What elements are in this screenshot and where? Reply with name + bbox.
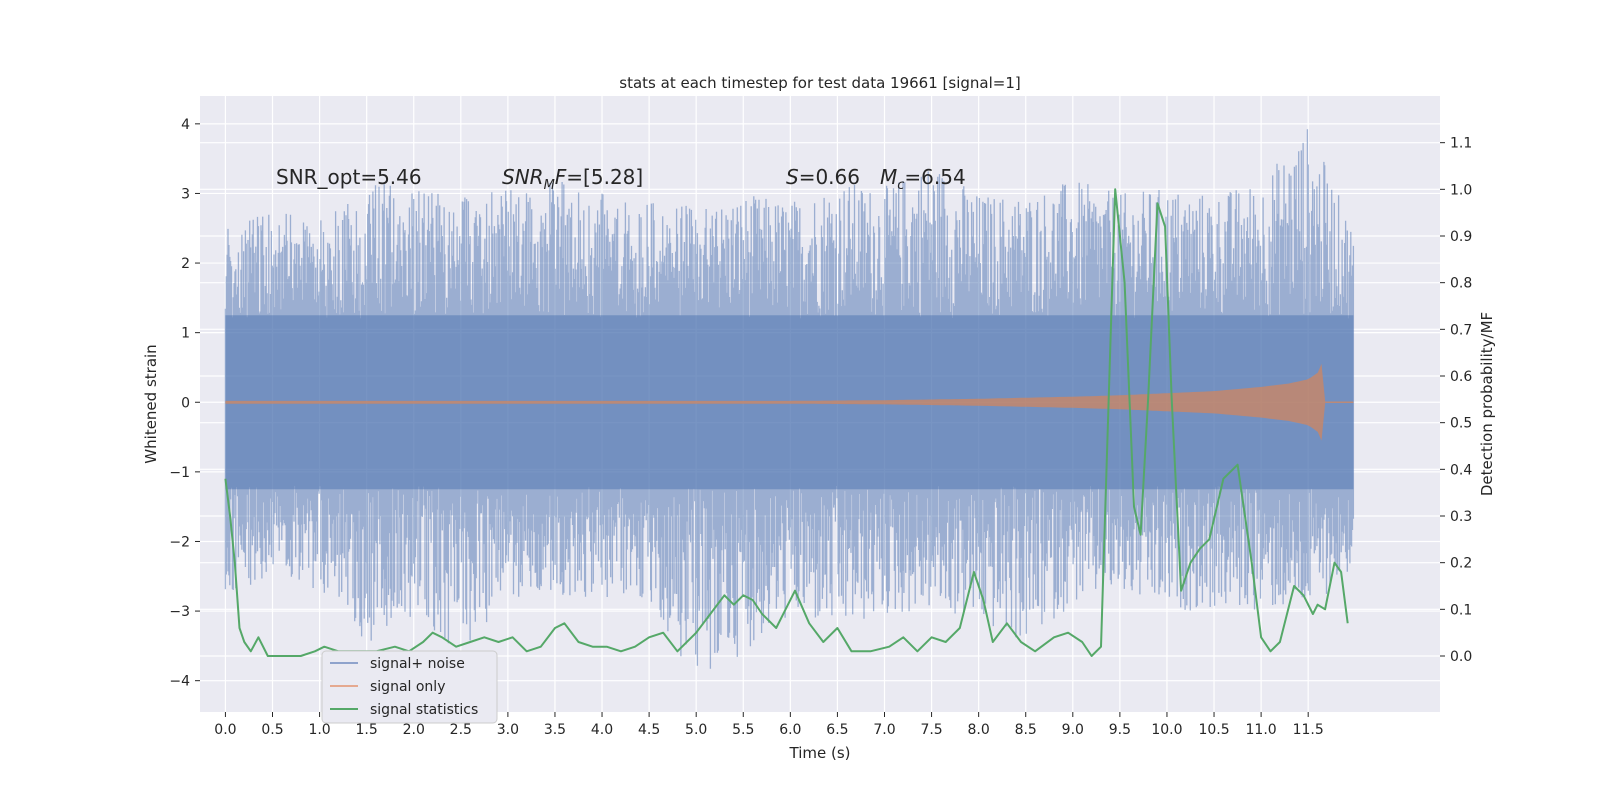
- x-tick-label: 7.5: [920, 722, 942, 738]
- y-axis-right: 0.0 0.1 0.2 0.3 0.4 0.5 0.6 0.7 0.8 0.9 1.0 1.1: [1440, 136, 1472, 665]
- annotation-mc-value: =6.54: [904, 165, 965, 189]
- x-axis-label: Time (s): [789, 744, 851, 762]
- annotation-snr-mf-sub: M: [544, 178, 555, 193]
- y-right-tick-label: 0.4: [1450, 462, 1472, 478]
- y-tick-label: 3: [181, 186, 190, 202]
- x-tick-label: 9.0: [1062, 722, 1084, 738]
- annotation-snr-mf-rest-f: F: [555, 165, 567, 189]
- x-tick-label: 1.5: [356, 722, 378, 738]
- x-tick-label: 2.5: [450, 722, 472, 738]
- y-tick-label: 2: [181, 256, 190, 272]
- x-tick-label: 9.5: [1109, 722, 1131, 738]
- legend-label-signal-only: signal only: [370, 679, 445, 695]
- x-tick-label: 3.0: [497, 722, 519, 738]
- annotation-mc: Mc=6.54: [880, 165, 966, 193]
- x-tick-label: 0.0: [214, 722, 236, 738]
- x-tick-label: 5.0: [685, 722, 707, 738]
- y-tick-label: −3: [169, 604, 190, 620]
- x-tick-label: 10.0: [1151, 722, 1182, 738]
- y-right-tick-label: 1.0: [1450, 182, 1472, 198]
- legend-box: [321, 650, 498, 724]
- legend: signal+ noise signal only signal statist…: [321, 650, 498, 724]
- y-axis-label: Whitened strain: [142, 344, 160, 463]
- y-tick-label: −4: [169, 674, 190, 690]
- x-tick-label: 5.5: [732, 722, 754, 738]
- signal-chirp-envelope: [225, 363, 1326, 441]
- annotation-mc-sub: c: [897, 178, 904, 193]
- x-tick-label: 11.0: [1246, 722, 1277, 738]
- y-right-tick-label: 0.0: [1450, 649, 1472, 665]
- annotation-snr-mf-value: =[5.28]: [566, 165, 643, 189]
- y-axis-left: −4 −3 −2 −1 0 1 2 3 4: [169, 117, 200, 690]
- x-tick-label: 3.5: [544, 722, 566, 738]
- annotation-mc-symbol: M: [880, 165, 897, 189]
- y-right-tick-label: 0.8: [1450, 276, 1472, 292]
- x-tick-label: 6.5: [826, 722, 848, 738]
- annotation-snr-mf-base: SNR: [502, 165, 544, 189]
- y-tick-label: 4: [181, 117, 190, 133]
- series-signal-statistics: [224, 188, 1349, 657]
- x-tick-label: 2.0: [403, 722, 425, 738]
- y-right-tick-label: 0.7: [1450, 322, 1472, 338]
- y-right-tick-label: 0.5: [1450, 416, 1472, 432]
- y-right-tick-label: 1.1: [1450, 136, 1472, 152]
- y-right-tick-label: 0.9: [1450, 229, 1472, 245]
- legend-label-signal-statistics: signal statistics: [370, 702, 478, 718]
- x-tick-label: 11.5: [1293, 722, 1324, 738]
- y-tick-label: −2: [169, 534, 190, 550]
- annotation-s: S=0.66: [786, 165, 860, 189]
- legend-label-signal-noise: signal+ noise: [370, 656, 465, 672]
- annotation-snr-opt: SNR_opt=5.46: [276, 165, 422, 189]
- x-tick-label: 4.5: [638, 722, 660, 738]
- y-tick-label: 1: [181, 326, 190, 342]
- y-right-tick-label: 0.1: [1450, 602, 1472, 618]
- y-right-tick-label: 0.3: [1450, 509, 1472, 525]
- x-tick-label: 8.5: [1015, 722, 1037, 738]
- x-tick-label: 8.0: [968, 722, 990, 738]
- y-right-tick-label: 0.6: [1450, 369, 1472, 385]
- x-tick-label: 4.0: [591, 722, 613, 738]
- x-axis: 0.0 0.5 1.0 1.5 2.0 2.5 3.0 3.5 4.0 4.5 5.0 5.5 6.0 6…: [214, 712, 1324, 738]
- y-axis-right-label: Detection probability/MF: [1478, 312, 1496, 496]
- y-right-tick-label: 0.2: [1450, 556, 1472, 572]
- statistics-line: [224, 188, 1349, 657]
- chart-title: stats at each timestep for test data 196…: [619, 74, 1020, 92]
- x-tick-label: 1.0: [308, 722, 330, 738]
- annotation-s-value: =0.66: [799, 165, 860, 189]
- x-tick-label: 10.5: [1198, 722, 1229, 738]
- x-tick-label: 7.0: [873, 722, 895, 738]
- y-tick-label: −1: [169, 465, 190, 481]
- annotation-s-symbol: S: [786, 165, 799, 189]
- y-tick-label: 0: [181, 395, 190, 411]
- x-tick-label: 6.0: [779, 722, 801, 738]
- series-signal-only: [225, 363, 1354, 441]
- x-tick-label: 0.5: [261, 722, 283, 738]
- annotation-snr-mf: SNRMF=[5.28]: [502, 165, 643, 193]
